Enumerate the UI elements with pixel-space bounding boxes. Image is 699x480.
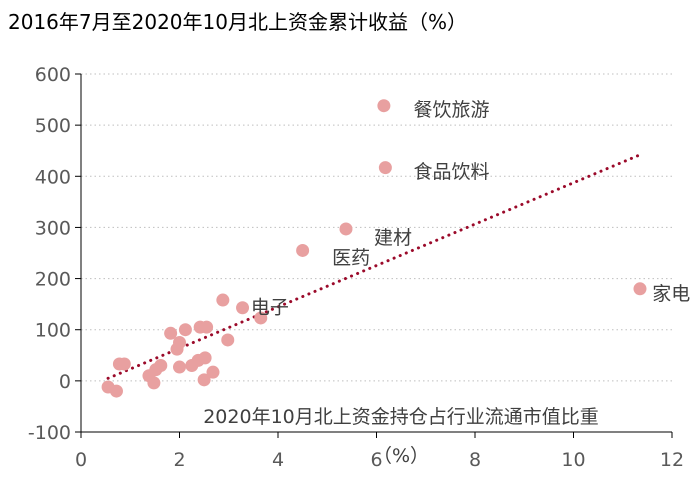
data-point — [216, 293, 230, 307]
x-tick-label: 12 — [660, 449, 684, 471]
data-point — [178, 323, 192, 337]
data-point — [221, 333, 235, 347]
data-point — [206, 365, 220, 379]
x-tick-label: 0 — [75, 449, 87, 471]
y-tick-label: 500 — [35, 115, 71, 137]
point-annotation: 食品饮料 — [413, 161, 489, 183]
data-point — [154, 359, 168, 373]
data-point — [377, 99, 391, 113]
chart-title: 2016年7月至2020年10月北上资金累计收益（%） — [8, 10, 467, 34]
data-point — [378, 161, 392, 175]
y-tick-label: -100 — [28, 422, 71, 444]
point-annotation: 建材 — [374, 227, 412, 249]
data-point — [254, 311, 268, 325]
x-tick-label: 4 — [272, 449, 284, 471]
y-tick-label: 600 — [35, 64, 71, 86]
y-tick-label: 100 — [35, 320, 71, 342]
data-point — [296, 243, 310, 257]
data-point — [200, 320, 214, 334]
data-point — [633, 282, 647, 296]
point-annotation: 电子 — [251, 297, 289, 319]
data-point — [147, 376, 161, 390]
x-tick-label: 8 — [469, 449, 481, 471]
data-point — [109, 384, 123, 398]
data-point — [198, 351, 212, 365]
y-tick-label: 400 — [35, 166, 71, 188]
data-point — [236, 301, 250, 315]
x-tick-label: 6 — [370, 449, 382, 471]
data-point — [197, 373, 211, 387]
point-annotation: 医药 — [332, 247, 370, 269]
data-point — [164, 326, 178, 340]
data-point — [173, 336, 186, 349]
x-axis-label-unit: （%） — [373, 445, 429, 467]
x-axis-label: 2020年10月北上资金持仓占行业流通市值比重 — [203, 406, 599, 428]
x-tick-label: 2 — [173, 449, 185, 471]
data-point — [117, 357, 131, 371]
data-point — [173, 360, 186, 374]
trend-layer — [106, 153, 642, 380]
y-tick-label: 200 — [35, 269, 71, 291]
point-annotation: 家电 — [652, 283, 690, 305]
data-point — [339, 222, 353, 236]
y-tick-label: 0 — [59, 371, 71, 393]
point-layer — [101, 99, 647, 398]
y-tick-label: 300 — [35, 217, 71, 239]
trendline — [106, 153, 642, 380]
point-annotation: 餐饮旅游 — [413, 99, 489, 121]
x-tick-label: 10 — [561, 449, 585, 471]
